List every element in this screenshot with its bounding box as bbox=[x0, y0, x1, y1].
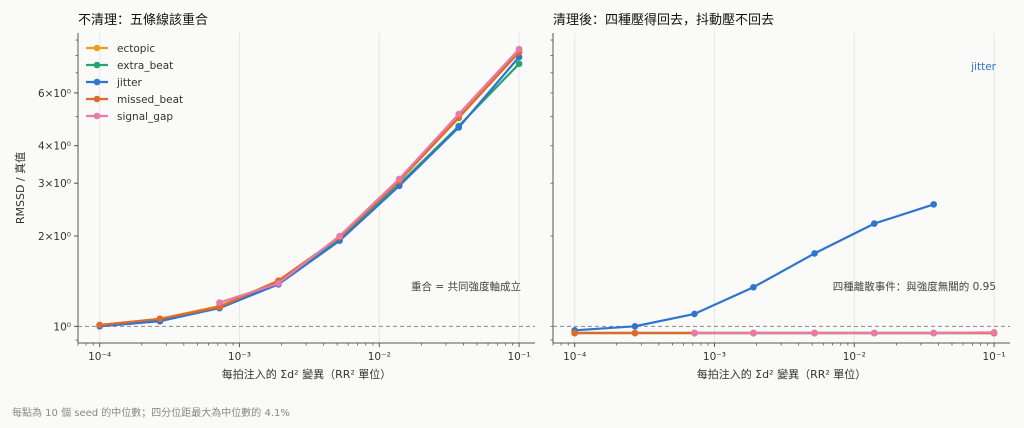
series-label-jitter: jitter bbox=[970, 61, 997, 73]
y-tick-label: 4×10⁰ bbox=[38, 141, 71, 153]
data-point-missed_beat bbox=[96, 321, 103, 329]
annotation-text: 重合 = 共同強度軸成立 bbox=[411, 280, 521, 293]
x-tick-label: 10⁻⁴ bbox=[88, 351, 111, 363]
series-line-jitter bbox=[574, 203, 935, 332]
series-line-signal_gap bbox=[694, 331, 995, 335]
data-point-jitter bbox=[870, 220, 878, 227]
left-panel: 不清理：五條線該重合 10⁻⁴ 10⁻³ 10⁻² 10⁻¹ 10⁰ 2×10⁰ 3×10⁰ 4… bbox=[13, 12, 535, 381]
data-point-signal_gap bbox=[870, 329, 878, 337]
panel-title: 不清理：五條線該重合 bbox=[78, 12, 208, 28]
legend-marker-extra_beat bbox=[93, 61, 101, 69]
x-axis-label: 每拍注入的 Σd² 變異（RR² 單位） bbox=[697, 367, 867, 381]
data-point-jitter bbox=[455, 124, 463, 131]
x-tick-label: 10⁻³ bbox=[228, 351, 251, 363]
data-point-signal_gap bbox=[455, 110, 463, 118]
data-point-jitter bbox=[811, 250, 818, 257]
data-point-signal_gap bbox=[515, 45, 523, 53]
x-tick-label: 10⁻³ bbox=[703, 351, 726, 363]
x-tick-label: 10⁻¹ bbox=[983, 351, 1006, 363]
y-tick-label: 6×10⁰ bbox=[38, 88, 71, 100]
data-point-jitter bbox=[691, 310, 698, 318]
data-point-missed_beat bbox=[156, 315, 164, 323]
data-point-signal_gap bbox=[811, 329, 818, 337]
y-axis-label: RMSSD / 真值 bbox=[13, 152, 27, 224]
legend-label: extra_beat bbox=[117, 60, 173, 72]
legend-label: signal_gap bbox=[117, 111, 173, 123]
data-point-signal_gap bbox=[750, 329, 757, 337]
data-point-signal_gap bbox=[216, 299, 223, 306]
series-line-signal_gap bbox=[219, 48, 520, 304]
x-tick-label: 10⁻² bbox=[368, 351, 391, 363]
right-panel: 清理後：四種壓得回去，抖動壓不回去 10⁻⁴ 10⁻³ 10⁻² 10⁻¹ 每拍注入的 Σ… bbox=[550, 12, 1010, 381]
y-tick-label: 10⁰ bbox=[53, 321, 71, 333]
legend-marker-ectopic bbox=[93, 44, 101, 52]
data-point-signal_gap bbox=[395, 175, 403, 183]
data-point-signal_gap bbox=[275, 280, 282, 287]
data-point-signal_gap bbox=[336, 232, 343, 240]
data-point-signal_gap bbox=[990, 329, 998, 336]
data-point-jitter bbox=[930, 201, 938, 208]
y-tick-label: 3×10⁰ bbox=[38, 178, 71, 190]
x-axis-label: 每拍注入的 Σd² 變異（RR² 單位） bbox=[222, 367, 392, 381]
data-point-extra_beat bbox=[515, 60, 523, 68]
legend-marker-signal_gap bbox=[93, 112, 101, 120]
data-point-signal_gap bbox=[930, 329, 938, 337]
x-tick-label: 10⁻⁴ bbox=[563, 351, 586, 363]
data-point-jitter bbox=[631, 323, 639, 330]
data-point-missed_beat bbox=[631, 329, 639, 337]
data-point-jitter bbox=[395, 182, 403, 190]
legend-marker-jitter bbox=[93, 78, 101, 86]
series-line-jitter bbox=[99, 56, 520, 328]
legend-label: ectopic bbox=[117, 43, 155, 55]
x-tick-label: 10⁻¹ bbox=[508, 351, 531, 363]
data-point-missed_beat bbox=[571, 329, 578, 337]
data-point-jitter bbox=[750, 283, 757, 291]
panel-title: 清理後：四種壓得回去，抖動壓不回去 bbox=[553, 12, 774, 28]
legend-label: missed_beat bbox=[117, 94, 183, 106]
annotation-text: 四種離散事件：與強度無關的 0.95 bbox=[833, 280, 996, 293]
footnote: 每點為 10 個 seed 的中位數；四分位距最大為中位數的 4.1% bbox=[12, 406, 290, 419]
data-point-signal_gap bbox=[691, 329, 698, 337]
x-tick-label: 10⁻² bbox=[843, 351, 866, 363]
legend-marker-missed_beat bbox=[93, 95, 101, 103]
legend-label: jitter bbox=[116, 77, 143, 89]
y-tick-label: 2×10⁰ bbox=[38, 231, 71, 243]
